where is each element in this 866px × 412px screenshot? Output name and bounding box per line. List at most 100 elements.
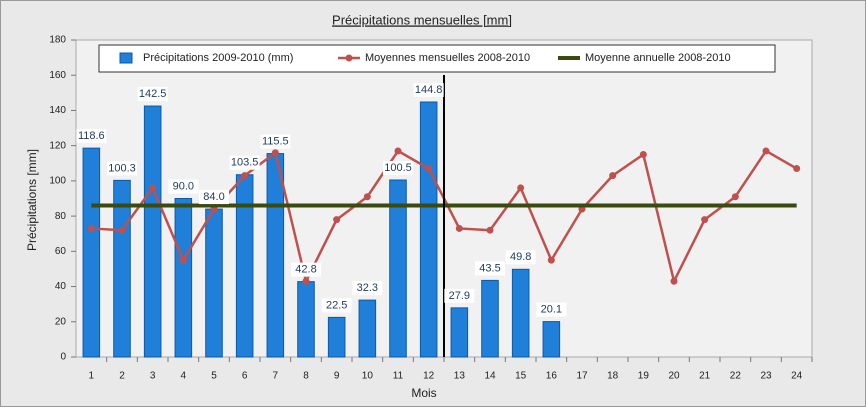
data-label: 20.1 [541,304,562,316]
label-bg [536,302,567,317]
data-label: 118.6 [78,130,105,142]
label-bg [505,250,536,265]
y-tick-label: 80 [55,211,67,222]
bar [542,321,561,358]
label-bg [199,190,229,205]
point [609,172,617,180]
legend-swatch [345,54,353,62]
point [363,193,371,201]
bar [327,316,346,358]
point [149,184,157,192]
bar [82,147,101,358]
x-tick-label: 24 [791,371,803,382]
label-bg [260,134,291,149]
label-bg [352,281,383,296]
legend [98,44,776,73]
bar [389,179,407,358]
data-label: 22.5 [326,299,347,311]
point [302,277,310,285]
bar [235,174,254,358]
y-tick-label: 0 [60,352,66,363]
legend-swatch [119,52,133,64]
x-tick-label: 16 [546,371,558,382]
point [333,216,341,224]
point [670,277,678,285]
y-tick-label: 100 [49,176,66,187]
point [517,184,525,192]
point [394,147,402,155]
bar [481,279,499,358]
label-bg [383,161,413,176]
label-bg [107,161,137,176]
data-label: 90.0 [173,180,194,192]
data-label: 42.8 [295,264,316,276]
x-tick-label: 8 [303,371,309,382]
label-bg [444,288,475,303]
x-tick-label: 14 [484,371,496,382]
data-label: 144.8 [415,84,443,96]
x-tick-label: 7 [273,371,279,382]
data-label: 115.5 [262,135,289,147]
x-tick-label: 5 [211,371,217,382]
point [701,216,709,224]
x-tick-label: 22 [730,371,742,382]
point [731,193,739,201]
legend-label: Moyennes mensuelles 2008-2010 [365,52,530,64]
x-axis-label: Mois [411,386,436,400]
x-tick-label: 4 [181,371,187,382]
data-label: 100.3 [108,162,136,174]
point [118,226,126,234]
label-bg [137,87,168,102]
point [241,172,249,180]
x-tick-label: 21 [699,371,711,382]
x-tick-label: 17 [576,371,588,382]
y-tick-label: 40 [55,281,67,292]
point [179,256,187,264]
data-label: 84.0 [203,191,224,203]
point [271,149,279,157]
y-tick-label: 20 [55,316,67,327]
x-tick-label: 6 [242,371,248,382]
label-bg [291,262,321,277]
bar [205,208,223,358]
x-tick-label: 1 [89,371,95,382]
point [425,165,433,173]
bar [511,268,530,358]
data-label: 32.3 [357,282,378,294]
x-tick-label: 3 [150,371,156,382]
bar [297,281,315,358]
bar [174,198,193,358]
label-bg [321,298,352,313]
x-tick-label: 2 [119,371,125,382]
bar [419,101,438,358]
label-bg [76,129,107,144]
bar [358,299,377,358]
point [486,226,494,234]
x-tick-label: 19 [638,371,650,382]
y-tick-label: 160 [49,70,66,81]
x-tick-label: 12 [423,371,435,382]
point [793,165,801,173]
chart-title: Précipitations mensuelles [mm] [332,12,512,27]
point [639,150,647,158]
data-label: 100.5 [384,162,412,174]
x-tick-label: 9 [334,371,340,382]
x-tick-label: 10 [362,371,374,382]
point [762,147,770,155]
x-tick-label: 13 [454,371,466,382]
label-bg [413,82,444,97]
x-tick-label: 11 [393,371,404,382]
y-axis-label: Précipitations [mm] [25,149,39,251]
label-bg [475,261,505,276]
label-bg [229,155,260,170]
data-label: 103.5 [231,157,259,169]
legend-label: Précipitations 2009-2010 (mm) [143,52,293,64]
bar [266,153,285,358]
x-tick-label: 18 [607,371,619,382]
point [455,224,463,232]
y-tick-label: 120 [49,140,66,151]
y-tick-label: 140 [49,105,66,116]
y-tick-label: 60 [55,246,67,257]
x-tick-label: 20 [668,371,680,382]
